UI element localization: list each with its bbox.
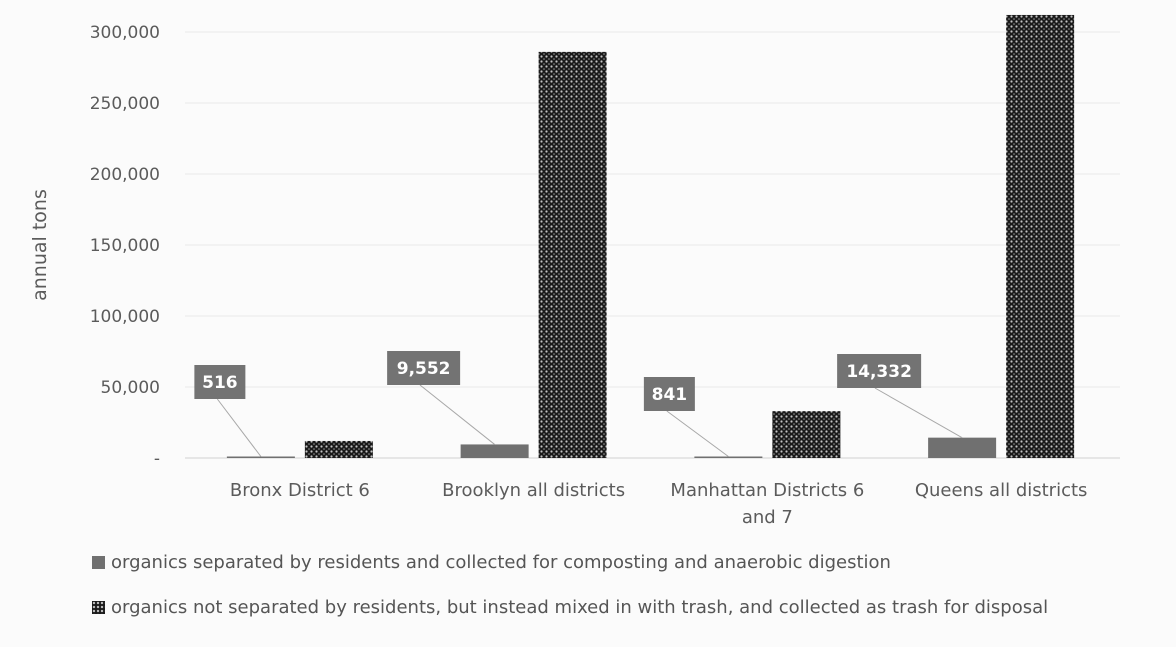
legend-label-separated: organics separated by residents and coll… [111,551,891,573]
data-label-box [194,365,246,399]
bar-mixed [304,440,373,458]
bar-separated [694,456,763,458]
data-label-box [837,354,922,388]
data-label-box [643,377,695,411]
y-tick-label: 50,000 [101,378,160,398]
bar-chart: - 50,000 100,000 150,000 200,000 250,000 300,0… [29,14,1120,528]
x-tick-label: Brooklyn all districts [442,480,625,501]
bar-mixed [772,411,841,458]
x-tick-label: Manhattan Districts 6 and 7 [670,480,864,528]
data-label: 14,332 [846,362,912,382]
bar-separated [928,437,997,458]
data-label: 9,552 [397,359,451,379]
bar-mixed [538,51,607,458]
legend-label-mixed: organics not separated by residents, but… [111,596,1049,618]
x-tick-label: Bronx District 6 [230,480,370,501]
legend-swatch-mixed [92,600,105,614]
data-label: 516 [202,373,238,393]
legend-swatch-separated [92,555,105,569]
bar-separated [226,456,295,458]
data-label-box [387,351,461,385]
y-tick-label: 150,000 [90,236,160,256]
bar-mixed [1006,14,1075,459]
data-label: 841 [652,385,688,405]
callout-leader-line [874,387,963,439]
legend-item-mixed: organics not separated by residents, but… [92,596,1049,618]
x-tick-label: Queens all districts [915,480,1088,501]
y-tick-label: - [154,449,160,469]
y-tick-label: 100,000 [90,307,160,327]
callout-leader-line [419,384,495,445]
legend: organics separated by residents and coll… [92,552,1048,642]
callout-leader-line [666,410,729,457]
legend-item-separated: organics separated by residents and coll… [92,551,1048,573]
y-axis-title: annual tons [29,189,51,301]
y-tick-label: 200,000 [90,165,160,185]
y-tick-label: 300,000 [90,23,160,43]
bar-separated [460,444,529,458]
y-tick-label: 250,000 [90,94,160,114]
callout-leader-line [216,398,262,457]
